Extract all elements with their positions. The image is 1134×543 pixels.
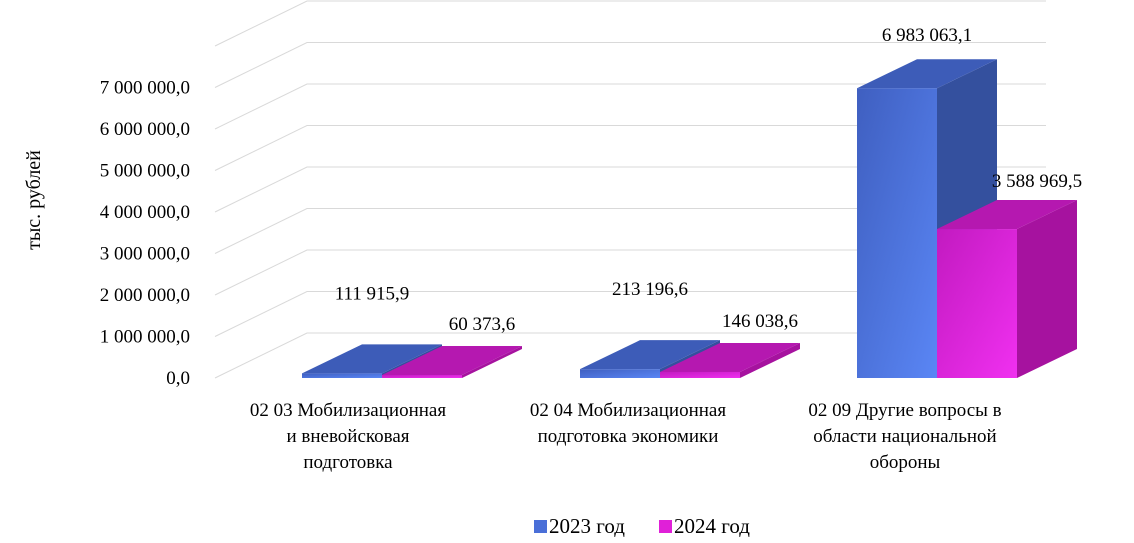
x-category-label: 02 09 Другие вопросы в bbox=[808, 400, 1001, 421]
x-category-label: обороны bbox=[870, 452, 941, 473]
bar bbox=[937, 229, 1017, 378]
gridline bbox=[214, 125, 1046, 171]
y-tick-label: 3 000 000,0 bbox=[100, 244, 190, 265]
bar bbox=[857, 88, 937, 378]
bar-side bbox=[462, 346, 522, 378]
bar bbox=[382, 375, 462, 378]
bar-side bbox=[740, 342, 800, 378]
legend-swatch bbox=[659, 520, 672, 533]
bar bbox=[302, 373, 382, 378]
gridline bbox=[214, 208, 1046, 254]
data-label: 6 983 063,1 bbox=[882, 25, 972, 46]
bar bbox=[660, 371, 740, 378]
y-tick-label: 4 000 000,0 bbox=[100, 202, 190, 223]
y-axis-title: тыс. рублей bbox=[23, 150, 45, 250]
y-tick-label: 1 000 000,0 bbox=[100, 327, 190, 348]
bar-side bbox=[1017, 200, 1077, 378]
x-category-label: области национальной bbox=[813, 426, 996, 447]
gridline bbox=[214, 291, 1046, 337]
bar bbox=[580, 369, 660, 378]
gridline bbox=[214, 83, 1046, 130]
bar-top bbox=[660, 342, 800, 372]
data-label: 60 373,6 bbox=[449, 314, 516, 335]
gridline bbox=[214, 332, 1046, 379]
y-tick-label: 5 000 000,0 bbox=[100, 161, 190, 182]
bar-top bbox=[302, 344, 442, 374]
x-category-label: подготовка экономики bbox=[538, 426, 719, 447]
data-label: 213 196,6 bbox=[612, 279, 688, 300]
x-category-label: 02 04 Мобилизационная bbox=[530, 400, 726, 421]
legend-label: 2023 год bbox=[549, 514, 625, 538]
bar-top bbox=[857, 59, 997, 89]
bar-top bbox=[580, 340, 720, 370]
gridline bbox=[214, 42, 1046, 88]
gridline bbox=[214, 0, 1046, 47]
bar-top bbox=[937, 200, 1077, 230]
x-category-label: подготовка bbox=[303, 452, 393, 473]
legend-label: 2024 год bbox=[674, 514, 750, 538]
y-tick-label: 7 000 000,0 bbox=[100, 78, 190, 99]
bar-top bbox=[382, 346, 522, 375]
gridline bbox=[214, 249, 1046, 296]
data-label: 111 915,9 bbox=[335, 283, 410, 304]
data-label: 146 038,6 bbox=[722, 311, 798, 332]
gridline bbox=[214, 166, 1046, 213]
y-tick-label: 6 000 000,0 bbox=[100, 119, 190, 140]
y-tick-label: 2 000 000,0 bbox=[100, 285, 190, 306]
legend-swatch bbox=[534, 520, 547, 533]
y-tick-label: 0,0 bbox=[166, 368, 190, 389]
x-category-label: 02 03 Мобилизационная bbox=[250, 400, 446, 421]
x-category-label: и вневойсковая bbox=[286, 426, 409, 447]
data-label: 3 588 969,5 bbox=[992, 171, 1082, 192]
